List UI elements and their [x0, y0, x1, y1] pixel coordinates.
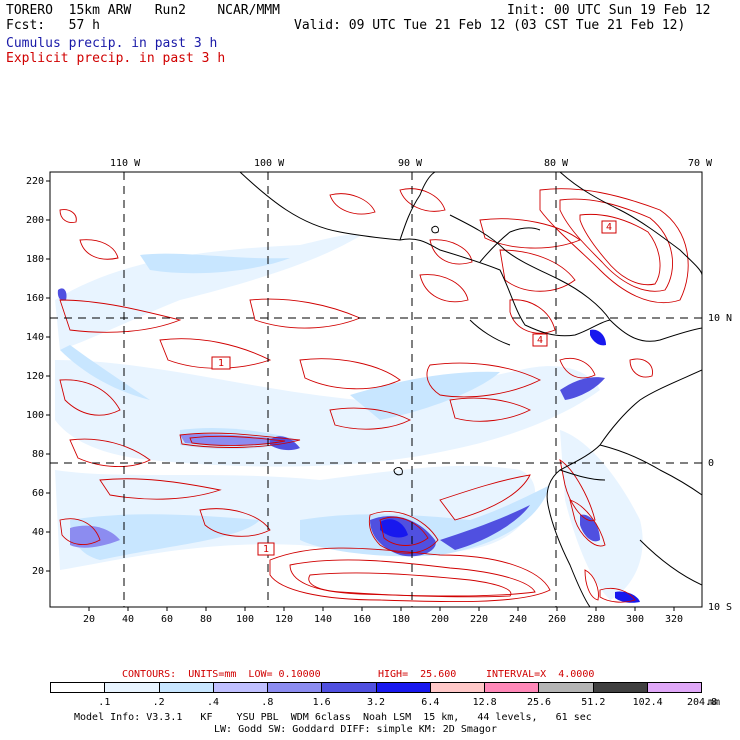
contour-label: 1 — [263, 544, 270, 555]
legend-swatch — [51, 683, 106, 692]
left-axis-label: 40 — [32, 527, 45, 538]
legend-swatch — [430, 683, 485, 692]
legend-swatch — [647, 683, 701, 692]
explicit-label: Explicit precip. in past 3 h — [6, 51, 226, 66]
left-axis-label: 180 — [26, 254, 45, 265]
legend-swatch — [376, 683, 431, 692]
top-axis-label: 110 W — [110, 158, 141, 169]
left-axis-label: 120 — [26, 371, 45, 382]
bottom-axis-label: 40 — [122, 614, 135, 625]
top-axis-label: 90 W — [398, 158, 423, 169]
left-axis-label: 160 — [26, 293, 45, 304]
legend-swatch — [485, 683, 540, 692]
legend-label: 204.8 — [686, 697, 718, 708]
bottom-axis-label: 280 — [587, 614, 606, 625]
left-axis-label: 100 — [26, 410, 45, 421]
bottom-axis-label: 200 — [431, 614, 450, 625]
left-axis-label: 220 — [26, 176, 45, 187]
legend-swatch — [593, 683, 648, 692]
legend-swatch — [159, 683, 214, 692]
left-axis-label: 20 — [32, 566, 45, 577]
cumulus-label: Cumulus precip. in past 3 h — [6, 36, 218, 51]
top-axis-label: 80 W — [544, 158, 569, 169]
bottom-axis-label: 140 — [314, 614, 333, 625]
legend-label: 1.6 — [312, 697, 331, 708]
bottom-axis-label: 160 — [353, 614, 372, 625]
contour-label: 1 — [218, 358, 225, 369]
contours-info: CONTOURS: UNITS=mm LOW= 0.10000 — [122, 669, 321, 680]
bottom-axis-label: 20 — [83, 614, 96, 625]
right-axis-label: 10 S — [708, 602, 733, 613]
top-axis-label: 100 W — [254, 158, 285, 169]
legend-label: 51.2 — [581, 697, 606, 708]
contour-label: 4 — [606, 222, 613, 233]
bottom-axis-label: 80 — [200, 614, 213, 625]
latlon-grid — [50, 172, 702, 607]
legend-label: 102.4 — [632, 697, 663, 708]
color-legend — [50, 682, 702, 693]
axis-ticks — [46, 180, 675, 611]
valid-time: Valid: 09 UTC Tue 21 Feb 12 (03 CST Tue … — [294, 18, 686, 33]
model-info: Model Info: V3.3.1 KF YSU PBL WDM 6class… — [74, 712, 592, 723]
contours-interval: INTERVAL=X 4.0000 — [486, 669, 595, 680]
bottom-axis-label: 100 — [236, 614, 255, 625]
top-axis-label: 70 W — [688, 158, 713, 169]
legend-swatch — [213, 683, 268, 692]
legend-swatch — [105, 683, 160, 692]
legend-swatch — [268, 683, 323, 692]
right-axis-label: 10 N — [708, 313, 733, 324]
bottom-axis-label: 120 — [275, 614, 294, 625]
legend-label: 3.2 — [366, 697, 386, 708]
bottom-axis-label: 320 — [665, 614, 684, 625]
bottom-axis-label: 220 — [470, 614, 489, 625]
bottom-axis-label: 180 — [392, 614, 411, 625]
explicit-precip-contours — [59, 188, 689, 603]
right-axis-label: 0 — [708, 458, 715, 469]
legend-label: 12.8 — [472, 697, 497, 708]
legend-label: .4 — [206, 697, 220, 708]
legend-label: 6.4 — [421, 697, 440, 708]
legend-label: .8 — [261, 697, 274, 708]
bottom-axis-label: 60 — [161, 614, 174, 625]
legend-swatch — [322, 683, 377, 692]
model-title: TORERO 15km ARW Run2 NCAR/MMM — [6, 3, 280, 18]
coastlines — [239, 172, 702, 607]
bottom-axis-label: 240 — [509, 614, 528, 625]
bottom-axis-label: 260 — [548, 614, 567, 625]
forecast-hour: Fcst: 57 h — [6, 18, 100, 33]
bottom-axis-label: 300 — [626, 614, 645, 625]
legend-label: 25.6 — [526, 697, 552, 708]
legend-unit: mm — [708, 697, 721, 708]
legend-label: .1 — [98, 697, 111, 708]
init-time: Init: 00 UTC Sun 19 Feb 12 — [507, 3, 711, 18]
left-axis-label: 140 — [26, 332, 45, 343]
contour-label-boxes — [211, 220, 617, 556]
left-axis-label: 60 — [32, 488, 45, 499]
physics-info: LW: Godd SW: Goddard DIFF: simple KM: 2D… — [214, 724, 497, 735]
left-axis-label: 200 — [26, 215, 45, 226]
left-axis-label: 80 — [32, 449, 45, 460]
contours-high: HIGH= 25.600 — [378, 669, 457, 680]
legend-swatch — [539, 683, 594, 692]
legend-label: .2 — [152, 697, 165, 708]
contour-label: 4 — [537, 335, 544, 346]
